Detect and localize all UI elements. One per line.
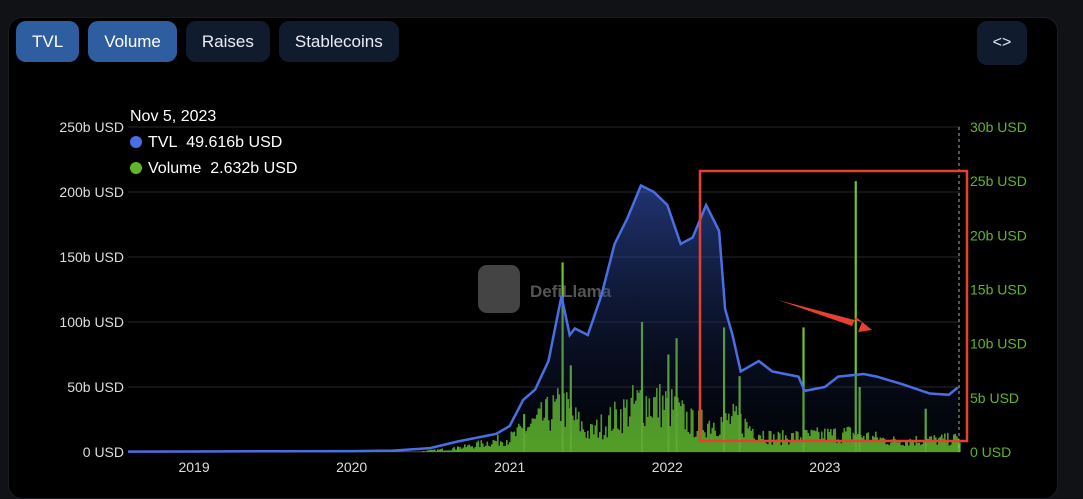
left-tick-label: 100b USD	[59, 314, 124, 330]
right-tick-label: 5b USD	[970, 390, 1019, 406]
left-tick-label: 200b USD	[59, 184, 124, 200]
right-tick-label: 25b USD	[970, 173, 1027, 189]
right-tick-label: 0 USD	[970, 444, 1011, 460]
tooltip-volume-row: Volume 2.632b USD	[130, 156, 297, 182]
tooltip-date: Nov 5, 2023	[130, 104, 297, 130]
tooltip-volume-label: Volume	[148, 160, 201, 177]
volume-legend-dot	[130, 162, 142, 174]
right-tick-label: 20b USD	[970, 227, 1027, 243]
right-axis: 0 USD 5b USD 10b USD 15b USD 20b USD 25b USD 3…	[970, 119, 1027, 460]
right-tick-label: 15b USD	[970, 282, 1027, 298]
x-axis: 2019 2020 2021 2022 2023	[178, 459, 840, 475]
tooltip-tvl-value: 49.616b USD	[186, 134, 282, 151]
watermark: DefiLlama	[478, 265, 612, 313]
tooltip-tvl-label: TVL	[148, 134, 177, 151]
tooltip-tvl-row: TVL 49.616b USD	[130, 130, 297, 156]
x-tick-label: 2020	[336, 459, 367, 475]
x-tick-label: 2023	[809, 459, 840, 475]
left-tick-label: 0 USD	[83, 444, 124, 460]
left-tick-label: 250b USD	[59, 119, 124, 135]
tooltip-volume-value: 2.632b USD	[210, 160, 297, 177]
tvl-legend-dot	[130, 136, 142, 148]
x-tick-label: 2021	[494, 459, 525, 475]
left-tick-label: 50b USD	[67, 379, 124, 395]
tvl-volume-chart: DefiLlama 0 USD 50b USD 100b USD 150b USD 20…	[0, 0, 1083, 484]
right-tick-label: 10b USD	[970, 336, 1027, 352]
right-tick-label: 30b USD	[970, 119, 1027, 135]
left-axis: 0 USD 50b USD 100b USD 150b USD 200b USD 250b…	[59, 119, 124, 460]
chart-tooltip: Nov 5, 2023 TVL 49.616b USD Volume 2.632…	[130, 104, 297, 182]
annotation-arrow	[778, 300, 872, 332]
x-tick-label: 2022	[652, 459, 683, 475]
left-tick-label: 150b USD	[59, 249, 124, 265]
x-tick-label: 2019	[178, 459, 209, 475]
